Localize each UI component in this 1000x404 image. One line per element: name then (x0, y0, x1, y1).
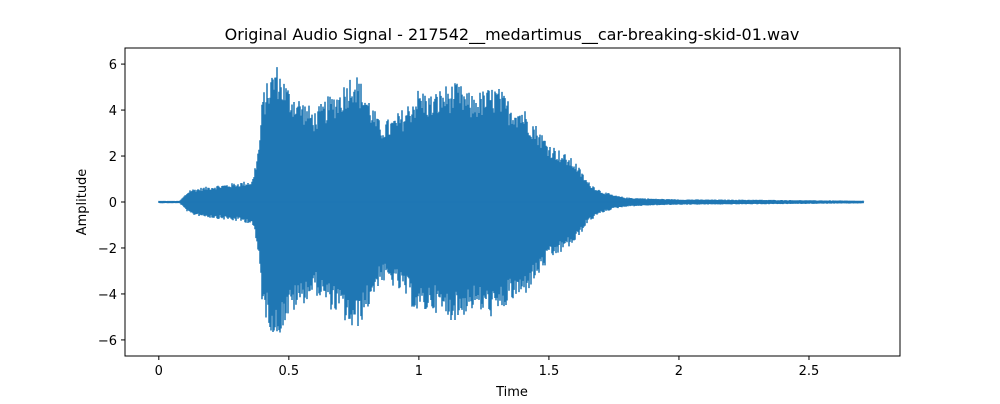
x-tick-label: 2.5 (799, 364, 820, 379)
y-tick-label: 0 (109, 196, 117, 211)
x-tick-label: 0 (155, 364, 163, 379)
x-tick-label: 2 (675, 364, 683, 379)
y-axis-label: Amplitude (75, 169, 90, 236)
y-tick-label: −2 (98, 242, 117, 257)
plot-area (158, 67, 865, 333)
y-tick-label: −6 (98, 334, 117, 349)
y-tick-label: −4 (98, 288, 117, 303)
y-tick-label: 4 (109, 104, 117, 119)
y-axis: −6 −4 −2 0 2 4 6 (98, 58, 125, 349)
y-tick-label: 6 (109, 58, 117, 73)
x-tick-label: 0.5 (278, 364, 299, 379)
x-tick-label: 1 (415, 364, 423, 379)
waveform-series (158, 67, 865, 333)
axes-frame (124, 47, 901, 357)
y-tick-label: 2 (109, 150, 117, 165)
x-axis: 0 0.5 1 1.5 2 2.5 (155, 356, 820, 379)
x-axis-label: Time (495, 385, 528, 400)
chart-title: Original Audio Signal - 217542__medartim… (225, 25, 800, 45)
x-tick-label: 1.5 (539, 364, 560, 379)
